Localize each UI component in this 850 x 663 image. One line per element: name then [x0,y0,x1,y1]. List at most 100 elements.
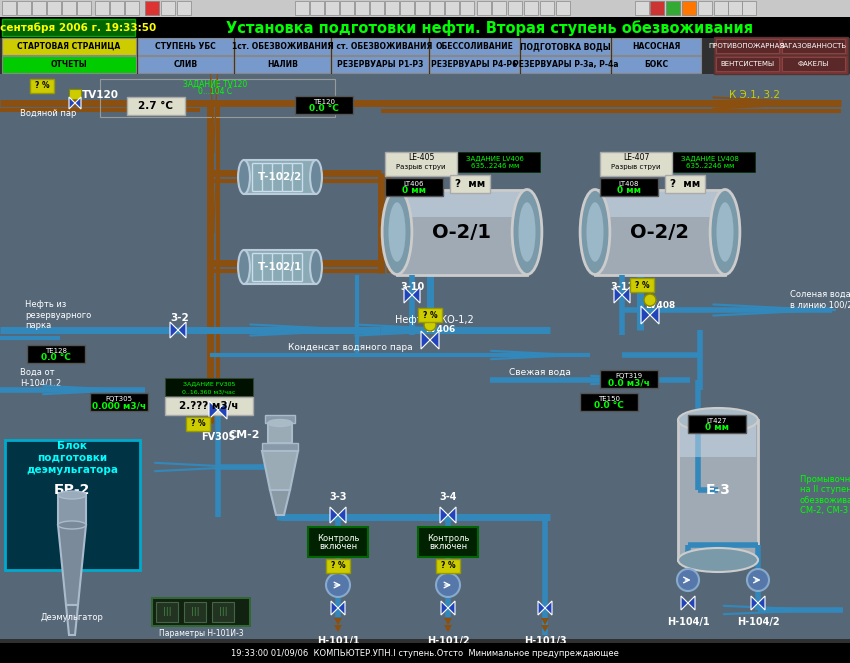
FancyBboxPatch shape [62,1,76,15]
FancyBboxPatch shape [47,1,61,15]
Polygon shape [218,401,227,419]
Text: Нефть из
резервуарного
парка: Нефть из резервуарного парка [25,300,91,330]
FancyBboxPatch shape [714,1,728,15]
Text: 19:33:00 01/09/06  КОМПЬЮТЕР.УПН.I ступень.Отсто  Минимальное предупреждающее: 19:33:00 01/09/06 КОМПЬЮТЕР.УПН.I ступен… [231,648,619,658]
FancyBboxPatch shape [742,1,756,15]
FancyBboxPatch shape [212,602,234,622]
FancyBboxPatch shape [666,1,680,15]
Polygon shape [334,618,342,625]
Text: РЕЗЕРВУАРЫ Р1-Р3: РЕЗЕРВУАРЫ Р1-Р3 [337,60,423,69]
FancyBboxPatch shape [430,56,519,73]
FancyBboxPatch shape [595,190,725,274]
FancyBboxPatch shape [90,393,148,411]
FancyBboxPatch shape [580,393,638,411]
Text: включен: включен [319,542,357,551]
FancyBboxPatch shape [2,38,136,55]
Text: FQT319: FQT319 [615,373,643,379]
FancyBboxPatch shape [460,1,474,15]
FancyBboxPatch shape [385,152,457,176]
FancyBboxPatch shape [698,1,712,15]
FancyBboxPatch shape [665,175,705,193]
Polygon shape [270,490,290,515]
Text: ЗАДАНИЕ LV406: ЗАДАНИЕ LV406 [466,156,524,162]
FancyBboxPatch shape [782,39,845,53]
Text: Конденсат водяного пара: Конденсат водяного пара [287,343,412,351]
Text: LT406: LT406 [404,181,424,187]
Text: 3-3: 3-3 [329,492,347,502]
FancyBboxPatch shape [138,38,233,55]
FancyBboxPatch shape [326,559,350,573]
FancyBboxPatch shape [650,1,664,15]
FancyBboxPatch shape [235,38,330,55]
Text: Н-104/1: Н-104/1 [666,617,709,627]
FancyBboxPatch shape [145,1,159,15]
FancyBboxPatch shape [156,602,178,622]
Polygon shape [338,601,345,615]
FancyBboxPatch shape [782,57,845,71]
Text: LE-405: LE-405 [408,154,434,162]
Text: ? %: ? % [190,420,206,428]
FancyBboxPatch shape [600,370,658,388]
Text: |||: ||| [218,607,227,617]
Text: TE128: TE128 [45,348,67,354]
Text: |||: ||| [190,607,199,617]
FancyBboxPatch shape [492,1,506,15]
Text: СМ-2: СМ-2 [229,430,260,440]
Polygon shape [58,525,86,605]
FancyBboxPatch shape [138,56,233,73]
FancyBboxPatch shape [600,178,658,196]
Text: СТУПЕНЬ УБС: СТУПЕНЬ УБС [155,42,216,51]
FancyBboxPatch shape [165,378,253,396]
Text: 3-11: 3-11 [610,282,634,292]
Text: LE-407: LE-407 [623,154,649,162]
FancyBboxPatch shape [145,1,159,15]
FancyBboxPatch shape [728,1,742,15]
FancyBboxPatch shape [308,527,368,557]
Polygon shape [758,596,765,610]
Polygon shape [404,287,412,303]
Text: II ст. ОБЕЗВОЖИВАНИЯ: II ст. ОБЕЗВОЖИВАНИЯ [328,42,432,51]
FancyBboxPatch shape [680,422,756,457]
FancyBboxPatch shape [5,440,140,570]
Polygon shape [421,331,430,349]
FancyBboxPatch shape [30,79,54,93]
FancyBboxPatch shape [612,38,701,55]
Text: Т-102/2: Т-102/2 [258,172,302,182]
FancyBboxPatch shape [2,1,16,15]
FancyBboxPatch shape [635,1,649,15]
Text: О-2/1: О-2/1 [433,223,491,241]
FancyBboxPatch shape [161,1,175,15]
Text: Водяной пар: Водяной пар [20,109,76,117]
Polygon shape [614,287,622,303]
Polygon shape [444,625,452,632]
Circle shape [436,573,460,597]
Text: 0 мм: 0 мм [705,424,729,432]
Text: 0.0 °С: 0.0 °С [594,402,624,410]
Text: НАЛИВ: НАЛИВ [267,60,298,69]
Text: Вода от
Н-104/1,2: Вода от Н-104/1,2 [20,369,61,388]
Text: 0 мм: 0 мм [617,186,641,196]
Text: ЗАДАНИЕ FV305: ЗАДАНИЕ FV305 [183,381,235,387]
Ellipse shape [518,202,536,262]
FancyBboxPatch shape [127,97,185,115]
Text: ? %: ? % [35,82,49,91]
Ellipse shape [58,491,86,499]
Text: |||: ||| [162,607,172,617]
Text: Промывочная вода
на II ступень
обезвоживания
СМ-2, СМ-3: Промывочная вода на II ступень обезвожив… [800,475,850,515]
Ellipse shape [58,521,86,529]
Text: 635..2246 мм: 635..2246 мм [471,163,519,169]
FancyBboxPatch shape [332,56,428,73]
Text: ? %: ? % [331,562,345,570]
Text: ? %: ? % [635,280,649,290]
Ellipse shape [310,160,322,194]
Ellipse shape [238,250,250,284]
Text: 0.0 °С: 0.0 °С [309,105,339,113]
Text: ПРОТИВОПОЖАРНАЯ: ПРОТИВОПОЖАРНАЯ [709,44,785,50]
Text: TE120: TE120 [313,99,335,105]
FancyBboxPatch shape [450,175,490,193]
Text: 0..16,360 м3/час: 0..16,360 м3/час [182,389,235,394]
Circle shape [326,573,350,597]
FancyBboxPatch shape [265,415,295,423]
Polygon shape [444,618,452,625]
Polygon shape [330,507,338,523]
